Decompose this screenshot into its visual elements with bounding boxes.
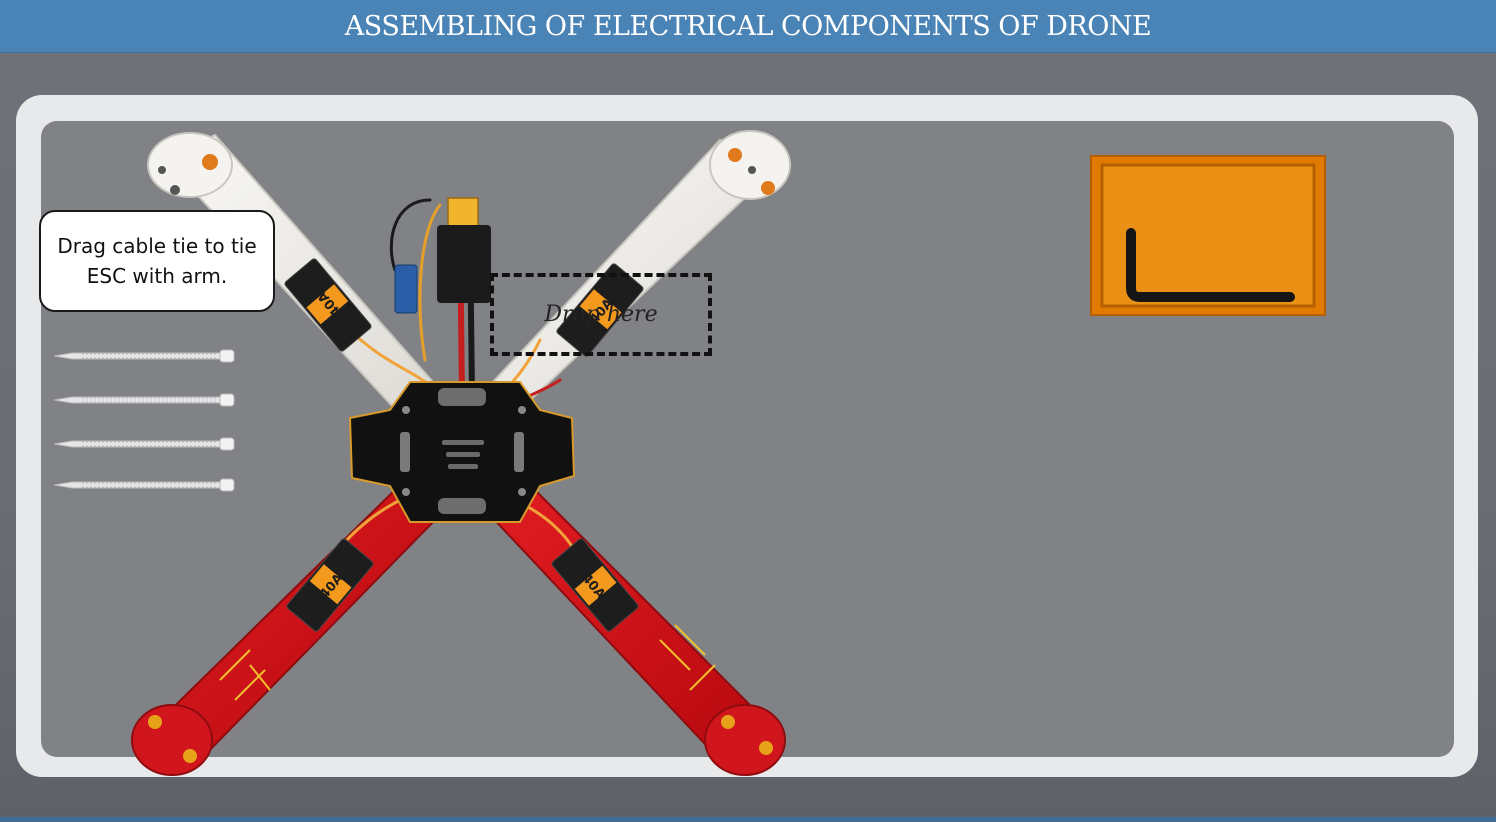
page-title-text: ASSEMBLING OF ELECTRICAL COMPONENTS OF D… [344, 10, 1152, 42]
esc-front-left: 40A [284, 258, 372, 352]
bottom-bar [0, 817, 1496, 822]
arm-rear-left [131, 483, 442, 776]
cable-tie-4[interactable] [52, 478, 236, 492]
toolbox-tray[interactable] [1090, 155, 1326, 316]
page-title: ASSEMBLING OF ELECTRICAL COMPONENTS OF D… [0, 0, 1496, 53]
allen-key-icon[interactable] [1126, 228, 1295, 302]
center-plate [348, 381, 576, 523]
esc-rear-left: 40A [286, 538, 374, 632]
esc-rear-right: 40A [551, 538, 639, 632]
instruction-text: Drag cable tie to tie ESC with arm. [57, 234, 257, 288]
instruction-callout: Drag cable tie to tie ESC with arm. [39, 210, 275, 312]
battery-connector [394, 197, 491, 314]
arm-front-right [488, 130, 791, 407]
cable-tie-1[interactable] [52, 349, 236, 363]
cable-tie-drop-zone[interactable]: Drop here [490, 273, 712, 356]
cable-tie-3[interactable] [52, 437, 236, 451]
arm-rear-right [488, 483, 786, 776]
cable-tie-2[interactable] [52, 393, 236, 407]
esc-front-right: 40A [556, 263, 644, 357]
drop-zone-label: Drop here [544, 302, 658, 327]
